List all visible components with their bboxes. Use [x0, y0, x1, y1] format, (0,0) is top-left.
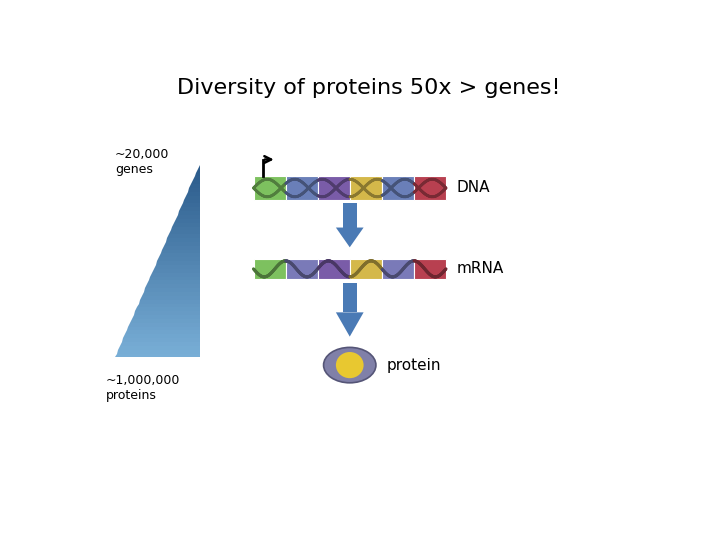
- Polygon shape: [140, 296, 199, 300]
- Polygon shape: [178, 211, 199, 215]
- Polygon shape: [133, 311, 199, 315]
- Polygon shape: [147, 280, 199, 284]
- Bar: [318, 259, 350, 279]
- Polygon shape: [157, 257, 199, 261]
- Ellipse shape: [340, 356, 354, 365]
- Polygon shape: [154, 265, 199, 269]
- Polygon shape: [150, 273, 199, 276]
- Polygon shape: [168, 234, 199, 238]
- Text: Diversity of proteins 50x > genes!: Diversity of proteins 50x > genes!: [177, 78, 561, 98]
- Text: DNA: DNA: [456, 180, 490, 195]
- Ellipse shape: [346, 365, 360, 374]
- Polygon shape: [184, 195, 199, 200]
- Ellipse shape: [336, 352, 364, 378]
- Bar: [382, 259, 414, 279]
- Bar: [286, 259, 318, 279]
- Polygon shape: [197, 168, 199, 173]
- Polygon shape: [336, 227, 364, 247]
- Polygon shape: [135, 307, 199, 311]
- Bar: [350, 177, 382, 200]
- Polygon shape: [162, 246, 199, 249]
- Polygon shape: [127, 327, 199, 330]
- Polygon shape: [118, 346, 199, 350]
- Bar: [350, 259, 382, 279]
- Polygon shape: [120, 342, 199, 346]
- Polygon shape: [137, 303, 199, 307]
- Polygon shape: [166, 238, 199, 242]
- Polygon shape: [198, 165, 199, 168]
- Polygon shape: [156, 261, 199, 265]
- Polygon shape: [142, 292, 199, 296]
- Polygon shape: [139, 300, 199, 303]
- Polygon shape: [179, 207, 199, 211]
- Polygon shape: [186, 192, 199, 195]
- Text: ~1,000,000
proteins: ~1,000,000 proteins: [106, 374, 180, 402]
- Polygon shape: [176, 215, 199, 219]
- Bar: [414, 177, 446, 200]
- Polygon shape: [189, 184, 199, 188]
- Polygon shape: [132, 315, 199, 319]
- Polygon shape: [159, 253, 199, 257]
- Polygon shape: [173, 222, 199, 226]
- Polygon shape: [181, 204, 199, 207]
- Polygon shape: [161, 249, 199, 253]
- Bar: [253, 259, 286, 279]
- Polygon shape: [336, 312, 364, 336]
- Bar: [286, 177, 318, 200]
- Polygon shape: [343, 204, 356, 227]
- Bar: [318, 177, 350, 200]
- Polygon shape: [125, 330, 199, 334]
- Bar: [414, 259, 446, 279]
- Text: ~20,000
genes: ~20,000 genes: [115, 148, 169, 176]
- Polygon shape: [115, 354, 199, 357]
- Polygon shape: [144, 288, 199, 292]
- Polygon shape: [174, 219, 199, 222]
- Polygon shape: [194, 173, 199, 177]
- Polygon shape: [188, 188, 199, 192]
- Polygon shape: [122, 338, 199, 342]
- Polygon shape: [164, 242, 199, 246]
- Bar: [253, 177, 286, 200]
- Ellipse shape: [323, 347, 376, 383]
- Polygon shape: [145, 284, 199, 288]
- Polygon shape: [149, 276, 199, 280]
- Polygon shape: [128, 323, 199, 327]
- Polygon shape: [130, 319, 199, 323]
- Polygon shape: [169, 231, 199, 234]
- Polygon shape: [152, 269, 199, 273]
- Polygon shape: [191, 180, 199, 184]
- Polygon shape: [183, 200, 199, 204]
- Text: protein: protein: [387, 357, 441, 373]
- Polygon shape: [193, 177, 199, 180]
- Bar: [382, 177, 414, 200]
- Polygon shape: [117, 350, 199, 354]
- Text: mRNA: mRNA: [456, 261, 504, 276]
- Polygon shape: [171, 226, 199, 231]
- Polygon shape: [123, 334, 199, 338]
- Polygon shape: [343, 283, 356, 312]
